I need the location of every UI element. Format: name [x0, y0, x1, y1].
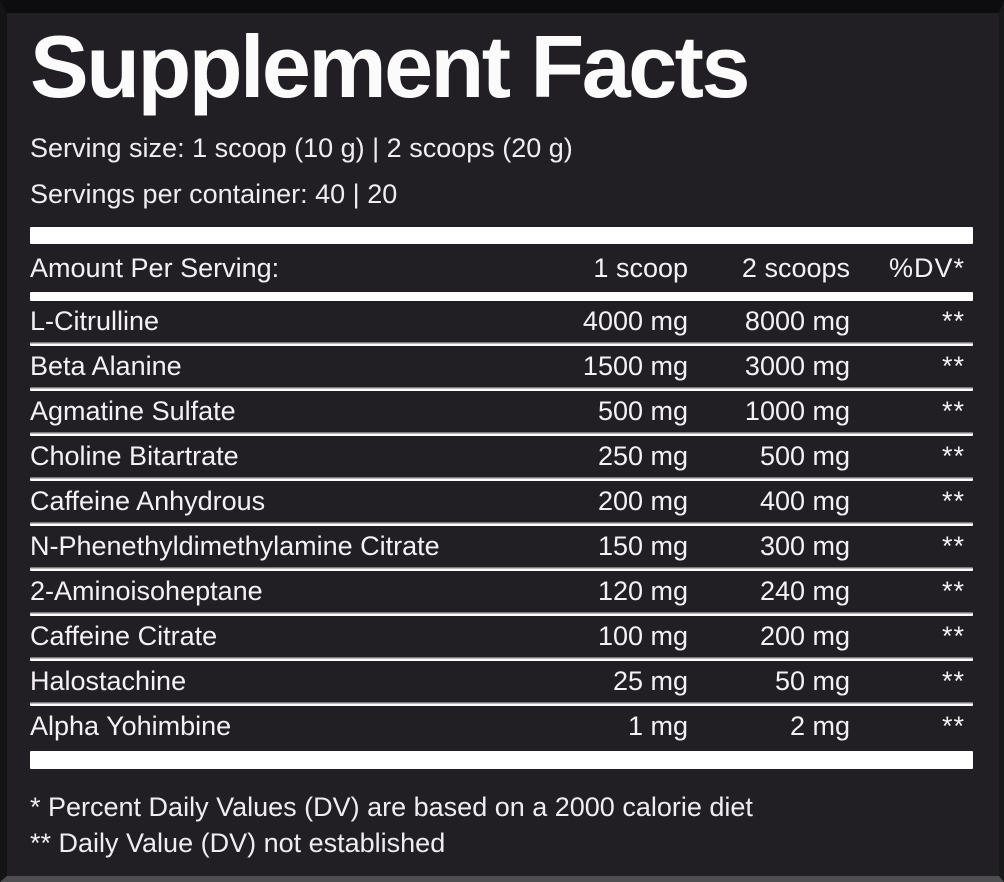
amount-2-scoops: 50 mg	[774, 666, 850, 696]
servings-per-container-line: Servings per container: 40 | 20	[30, 179, 398, 209]
table-row: Caffeine Citrate 100 mg 200 mg **	[30, 616, 973, 657]
row-divider	[30, 567, 973, 571]
row-divider	[30, 432, 973, 436]
table-header-row: Amount Per Serving: 1 scoop 2 scoops %DV…	[30, 244, 973, 292]
amount-1-scoop: 25 mg	[612, 666, 688, 696]
footnote-dv-not-established: ** Daily Value (DV) not established	[30, 828, 446, 858]
header-col-2-scoops: 2 scoops	[741, 252, 850, 283]
ingredient-name: Alpha Yohimbine	[30, 711, 232, 741]
table-row: Beta Alanine 1500 mg 3000 mg **	[30, 346, 973, 387]
ingredient-name: Caffeine Anhydrous	[30, 486, 266, 516]
dv-value: **	[941, 531, 965, 561]
row-divider	[30, 612, 973, 616]
row-divider	[30, 657, 973, 661]
separator-bar-header	[30, 292, 973, 301]
serving-size-line: Serving size: 1 scoop (10 g) | 2 scoops …	[30, 133, 573, 163]
dv-value: **	[941, 351, 965, 381]
table-row: Halostachine 25 mg 50 mg **	[30, 661, 973, 702]
amount-1-scoop: 1500 mg	[582, 351, 688, 381]
amount-2-scoops: 400 mg	[759, 486, 850, 516]
row-divider	[30, 702, 973, 706]
dv-value: **	[941, 396, 965, 426]
amount-2-scoops: 3000 mg	[744, 351, 850, 381]
label-content: Supplement Facts Serving size: 1 scoop (…	[30, 13, 973, 861]
amount-1-scoop: 200 mg	[597, 486, 688, 516]
table-row: L-Citrulline 4000 mg 8000 mg **	[30, 301, 973, 342]
row-divider	[30, 477, 973, 481]
row-divider	[30, 342, 973, 346]
ingredient-name: 2-Aminoisoheptane	[30, 576, 263, 606]
dv-value: **	[941, 621, 965, 651]
ingredient-name: L-Citrulline	[30, 306, 160, 336]
amount-2-scoops: 200 mg	[759, 621, 850, 651]
dv-value: **	[941, 576, 965, 606]
header-col-dv: %DV*	[888, 252, 965, 283]
ingredient-name: Caffeine Citrate	[30, 621, 218, 651]
row-divider	[30, 522, 973, 526]
amount-1-scoop: 150 mg	[597, 531, 688, 561]
table-row: Alpha Yohimbine 1 mg 2 mg **	[30, 706, 973, 747]
separator-bar-top	[30, 227, 973, 244]
ingredient-name: Beta Alanine	[30, 351, 182, 381]
ingredient-name: N-Phenethyldimethylamine Citrate	[30, 531, 440, 561]
row-divider	[30, 387, 973, 391]
ingredient-name: Halostachine	[30, 666, 187, 696]
amount-1-scoop: 500 mg	[597, 396, 688, 426]
dv-value: **	[941, 711, 965, 741]
header-amount-per-serving: Amount Per Serving:	[30, 252, 280, 283]
amount-1-scoop: 100 mg	[597, 621, 688, 651]
amount-1-scoop: 120 mg	[597, 576, 688, 606]
dv-value: **	[941, 486, 965, 516]
amount-1-scoop: 1 mg	[627, 711, 688, 741]
footnote-dv-basis: * Percent Daily Values (DV) are based on…	[30, 792, 753, 822]
ingredient-name: Agmatine Sulfate	[30, 396, 236, 426]
separator-bar-bottom	[30, 751, 973, 769]
table-row: 2-Aminoisoheptane 120 mg 240 mg **	[30, 571, 973, 612]
amount-2-scoops: 8000 mg	[744, 306, 850, 336]
table-row: Agmatine Sulfate 500 mg 1000 mg **	[30, 391, 973, 432]
table-row: Caffeine Anhydrous 200 mg 400 mg **	[30, 481, 973, 522]
amount-2-scoops: 240 mg	[759, 576, 850, 606]
amount-1-scoop: 4000 mg	[582, 306, 688, 336]
dv-value: **	[941, 666, 965, 696]
nutrition-table: Amount Per Serving: 1 scoop 2 scoops %DV…	[30, 244, 973, 747]
amount-1-scoop: 250 mg	[597, 441, 688, 471]
dv-value: **	[941, 441, 965, 471]
dv-value: **	[941, 306, 965, 336]
header-col-1-scoop: 1 scoop	[593, 252, 688, 283]
amount-2-scoops: 2 mg	[789, 711, 850, 741]
supplement-facts-title: Supplement Facts	[30, 17, 750, 116]
amount-2-scoops: 500 mg	[759, 441, 850, 471]
amount-2-scoops: 300 mg	[759, 531, 850, 561]
ingredient-name: Choline Bitartrate	[30, 441, 239, 471]
amount-2-scoops: 1000 mg	[744, 396, 850, 426]
table-row: Choline Bitartrate 250 mg 500 mg **	[30, 436, 973, 477]
table-row: N-Phenethyldimethylamine Citrate 150 mg …	[30, 526, 973, 567]
